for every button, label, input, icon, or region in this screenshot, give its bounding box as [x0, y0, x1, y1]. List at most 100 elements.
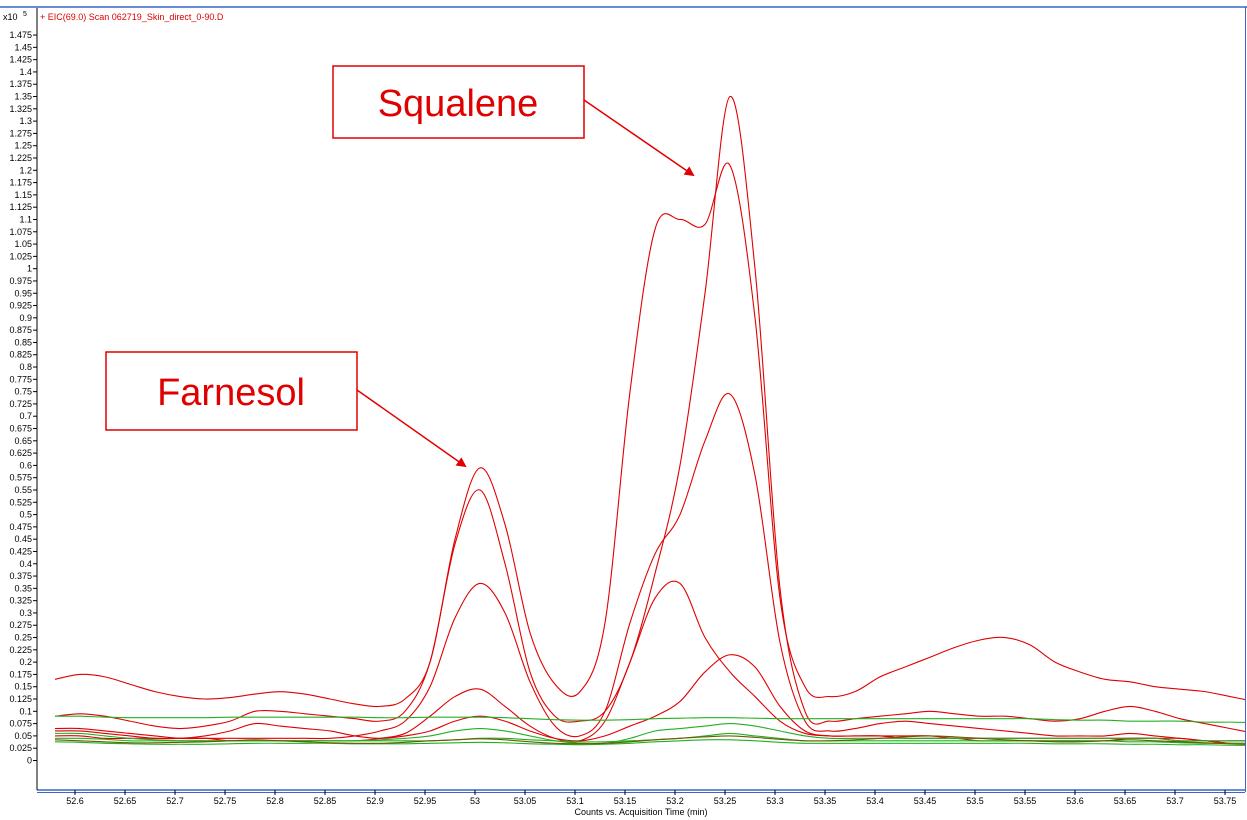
- x-tick-label: 53.45: [914, 796, 937, 806]
- series-line: [54, 715, 1245, 723]
- y-tick-label: 1.375: [9, 79, 32, 89]
- y-tick-label: 0.45: [14, 534, 32, 544]
- x-tick-label: 53.7: [1166, 796, 1184, 806]
- y-tick-label: 0.375: [9, 571, 32, 581]
- y-tick-label: 0.775: [9, 374, 32, 384]
- x-tick-label: 53.3: [766, 796, 784, 806]
- series-line: [54, 735, 1245, 745]
- y-tick-label: 1.05: [14, 239, 32, 249]
- y-tick-label: 1.225: [9, 153, 32, 163]
- y-tick-label: 0.75: [14, 387, 32, 397]
- y-tick-label: 0.975: [9, 276, 32, 286]
- y-tick-label: 1.15: [14, 190, 32, 200]
- x-tick-label: 52.95: [414, 796, 437, 806]
- annotation-label: Farnesol: [157, 372, 305, 414]
- x-tick-label: 53.55: [1014, 796, 1037, 806]
- y-tick-label: 0.825: [9, 350, 32, 360]
- x-tick-label: 53.5: [966, 796, 984, 806]
- y-tick-label: 0.075: [9, 719, 32, 729]
- annotation-arrow: [583, 99, 695, 177]
- x-tick-label: 53.2: [666, 796, 684, 806]
- y-tick-label: 0.275: [9, 620, 32, 630]
- x-tick-label: 53.35: [814, 796, 837, 806]
- y-tick-label: 0.9: [19, 313, 32, 323]
- y-tick-label: 0.05: [14, 731, 32, 741]
- y-tick-label: 0.1: [19, 706, 32, 716]
- y-tick-label: 0.725: [9, 399, 32, 409]
- x-tick-label: 53.4: [866, 796, 884, 806]
- y-tick-label: 0.8: [19, 362, 32, 372]
- x-tick-label: 53.1: [566, 796, 584, 806]
- series-line: [54, 162, 1245, 708]
- x-tick-label: 52.75: [214, 796, 237, 806]
- y-tick-label: 1.45: [14, 42, 32, 52]
- y-tick-label: 0.3: [19, 608, 32, 618]
- y-tick-label: 1.325: [9, 104, 32, 114]
- x-tick-label: 53.15: [614, 796, 637, 806]
- x-tick-label: 52.8: [266, 796, 284, 806]
- x-axis-label: Counts vs. Acquisition Time (min): [574, 807, 707, 817]
- y-multiplier: x10: [3, 12, 18, 22]
- y-tick-label: 0.525: [9, 497, 32, 507]
- annotation-box: [332, 65, 585, 139]
- annotation-label: Squalene: [378, 83, 539, 125]
- y-tick-label: 1.35: [14, 92, 32, 102]
- x-tick-label: 52.85: [314, 796, 337, 806]
- y-tick-label: 0.2: [19, 657, 32, 667]
- y-tick-label: 1.125: [9, 202, 32, 212]
- chart-title: + EIC(69.0) Scan 062719_Skin_direct_0-90…: [40, 12, 224, 22]
- y-multiplier-exponent: 5: [23, 11, 27, 18]
- y-tick-label: 1.025: [9, 251, 32, 261]
- annotation-box: [105, 351, 358, 431]
- y-tick-label: 0.475: [9, 522, 32, 532]
- y-tick-label: 1.3: [19, 116, 32, 126]
- y-tick-label: 1.075: [9, 227, 32, 237]
- x-tick-label: 52.9: [366, 796, 384, 806]
- y-tick-label: 0.175: [9, 669, 32, 679]
- x-tick-label: 52.7: [166, 796, 184, 806]
- y-tick-label: 0.225: [9, 645, 32, 655]
- y-tick-label: 0.575: [9, 473, 32, 483]
- y-tick-label: 0.4: [19, 559, 32, 569]
- y-tick-label: 0.35: [14, 583, 32, 593]
- y-tick-label: 0: [27, 755, 32, 765]
- y-tick-label: 0.55: [14, 485, 32, 495]
- y-tick-label: 1.1: [19, 214, 32, 224]
- y-tick-label: 0.875: [9, 325, 32, 335]
- y-tick-label: 0.675: [9, 424, 32, 434]
- x-tick-label: 53: [470, 796, 480, 806]
- annotation-arrow: [356, 389, 467, 468]
- y-tick-label: 0.95: [14, 288, 32, 298]
- y-tick-label: 0.85: [14, 337, 32, 347]
- y-tick-label: 1.25: [14, 141, 32, 151]
- series-line: [54, 739, 1245, 746]
- y-tick-label: 1: [27, 264, 32, 274]
- x-tick-label: 53.65: [1114, 796, 1137, 806]
- y-tick-label: 0.925: [9, 301, 32, 311]
- y-tick-label: 1.475: [9, 30, 32, 40]
- y-tick-label: 1.2: [19, 165, 32, 175]
- x-tick-label: 52.6: [66, 796, 84, 806]
- y-tick-label: 0.25: [14, 633, 32, 643]
- y-tick-label: 1.425: [9, 55, 32, 65]
- x-tick-label: 53.6: [1066, 796, 1084, 806]
- x-tick-label: 53.25: [714, 796, 737, 806]
- x-tick-label: 53.05: [514, 796, 537, 806]
- y-tick-label: 0.15: [14, 682, 32, 692]
- y-tick-label: 0.625: [9, 448, 32, 458]
- y-tick-label: 1.275: [9, 128, 32, 138]
- series-line: [54, 392, 1245, 745]
- y-tick-label: 1.4: [19, 67, 32, 77]
- y-tick-label: 0.325: [9, 596, 32, 606]
- y-tick-label: 1.175: [9, 178, 32, 188]
- y-tick-label: 0.7: [19, 411, 32, 421]
- y-tick-label: 0.6: [19, 460, 32, 470]
- y-tick-label: 0.65: [14, 436, 32, 446]
- x-tick-label: 53.75: [1214, 796, 1237, 806]
- y-tick-label: 0.425: [9, 546, 32, 556]
- x-tick-label: 52.65: [114, 796, 137, 806]
- y-tick-label: 0.5: [19, 510, 32, 520]
- plot-area: [54, 95, 1245, 746]
